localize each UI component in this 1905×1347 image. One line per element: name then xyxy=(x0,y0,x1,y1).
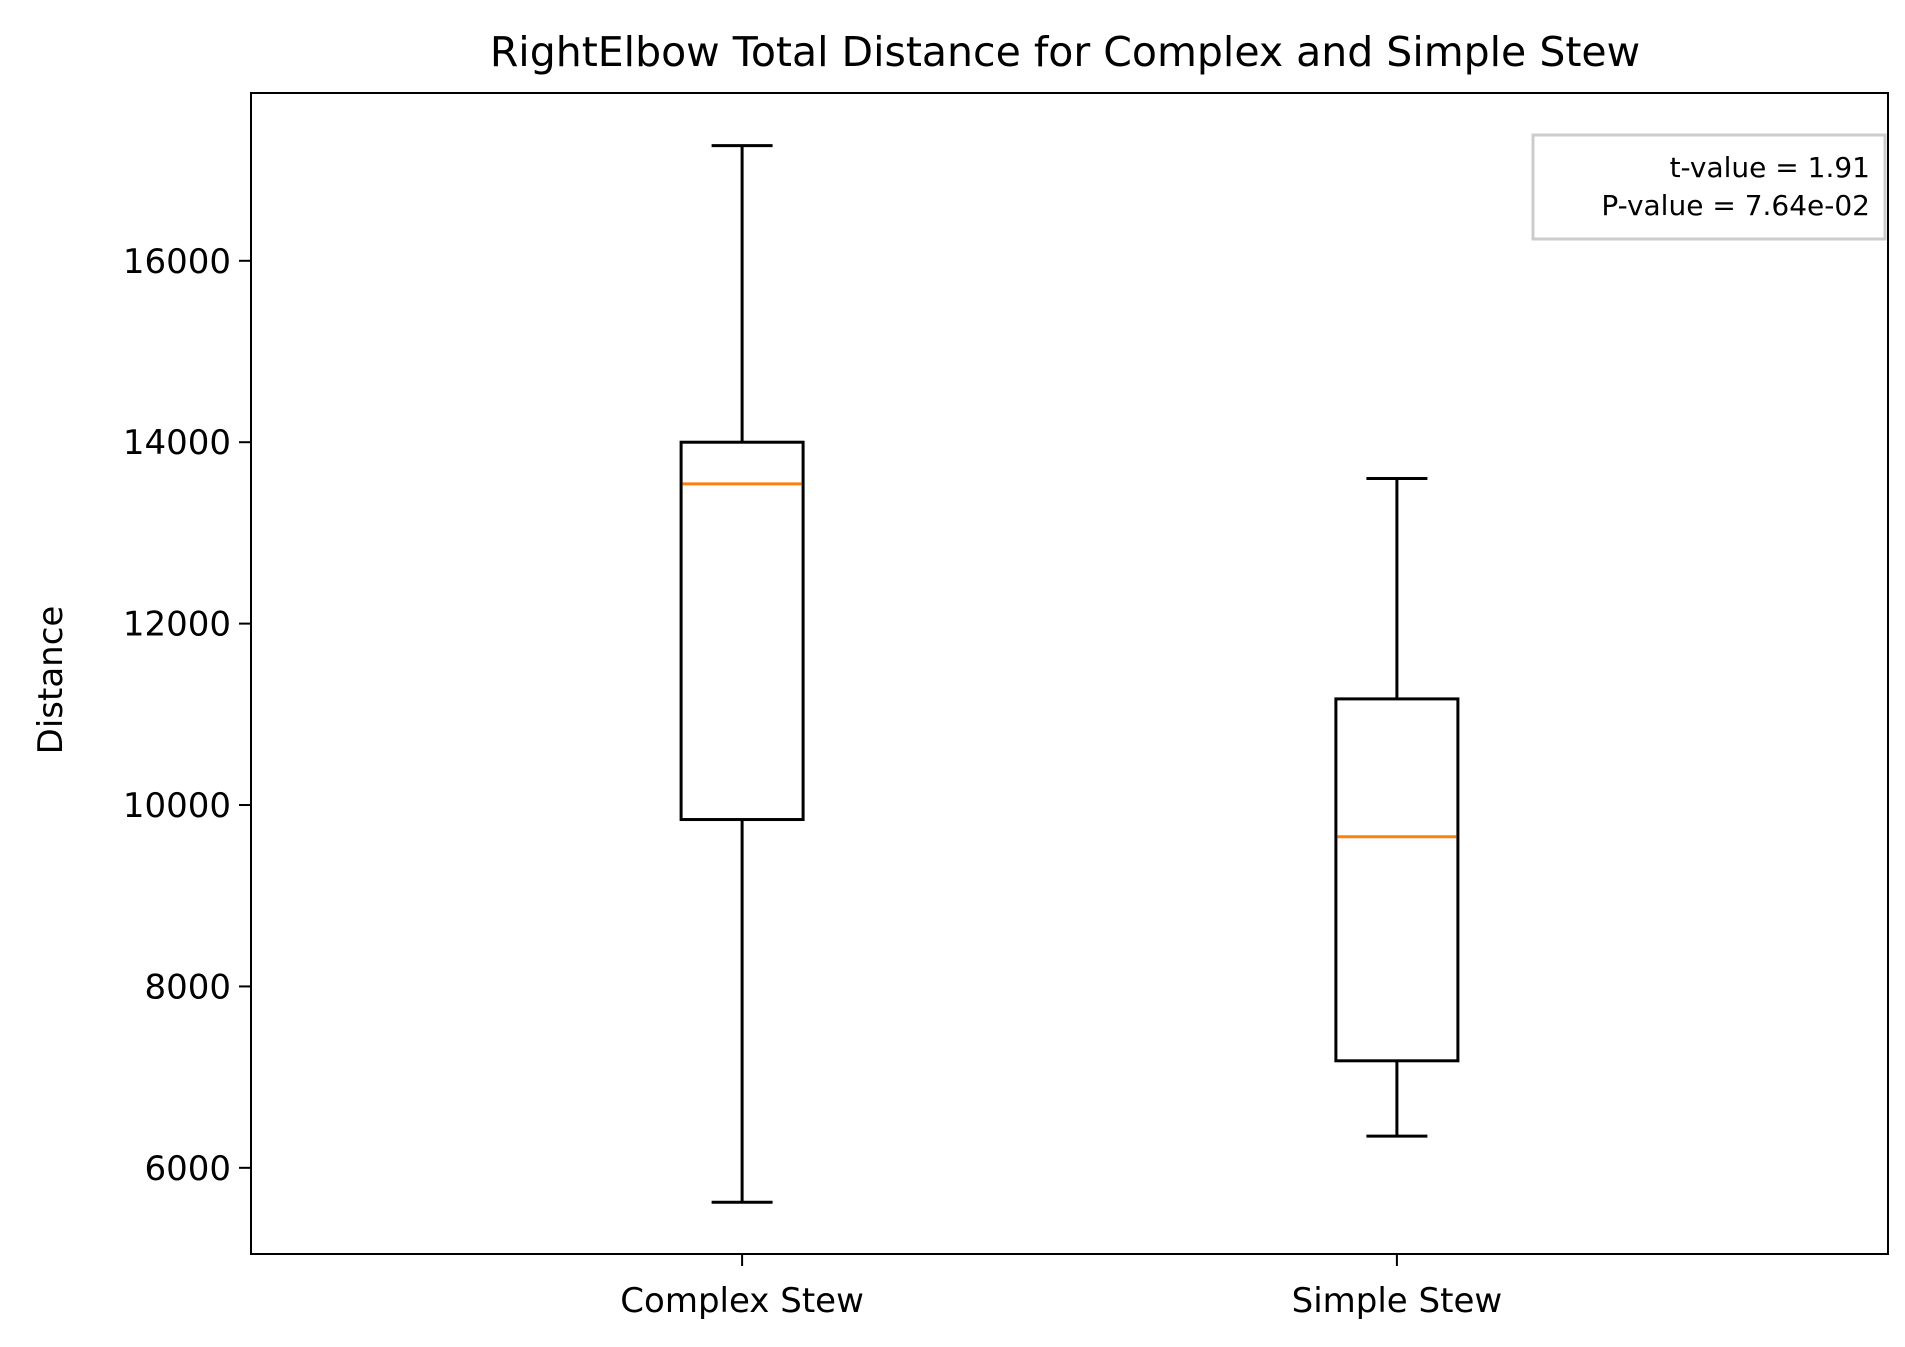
x-axis-ticks: Complex Stew Simple Stew xyxy=(620,1254,1502,1321)
y-tick-label: 10000 xyxy=(123,786,231,826)
y-tick-label: 12000 xyxy=(123,605,231,645)
box-group xyxy=(1334,476,1460,1138)
y-tick-label: 14000 xyxy=(123,423,231,463)
stats-annotation-border xyxy=(1531,133,1887,241)
y-tick-label: 6000 xyxy=(144,1149,231,1189)
y-axis-ticks: 6000 8000 10000 12000 14000 16000 xyxy=(123,242,251,1189)
axes-frame xyxy=(250,92,1889,1255)
plot-area xyxy=(679,144,1460,1204)
iqr-box xyxy=(679,440,805,822)
stats-annotation-box: t-value = 1.91 P-value = 7.64e-02 xyxy=(1531,133,1887,241)
y-tick-label: 16000 xyxy=(123,242,231,282)
p-value-text: P-value = 7.64e-02 xyxy=(1601,189,1870,222)
y-axis-label: Distance xyxy=(31,606,71,755)
chart-title: RightElbow Total Distance for Complex an… xyxy=(490,28,1640,76)
x-tick-label: Complex Stew xyxy=(620,1281,864,1321)
x-tick-label: Simple Stew xyxy=(1292,1281,1503,1321)
box-group xyxy=(679,144,805,1204)
y-tick-label: 8000 xyxy=(144,967,231,1007)
t-value-text: t-value = 1.91 xyxy=(1670,151,1870,184)
iqr-box xyxy=(1334,697,1460,1063)
